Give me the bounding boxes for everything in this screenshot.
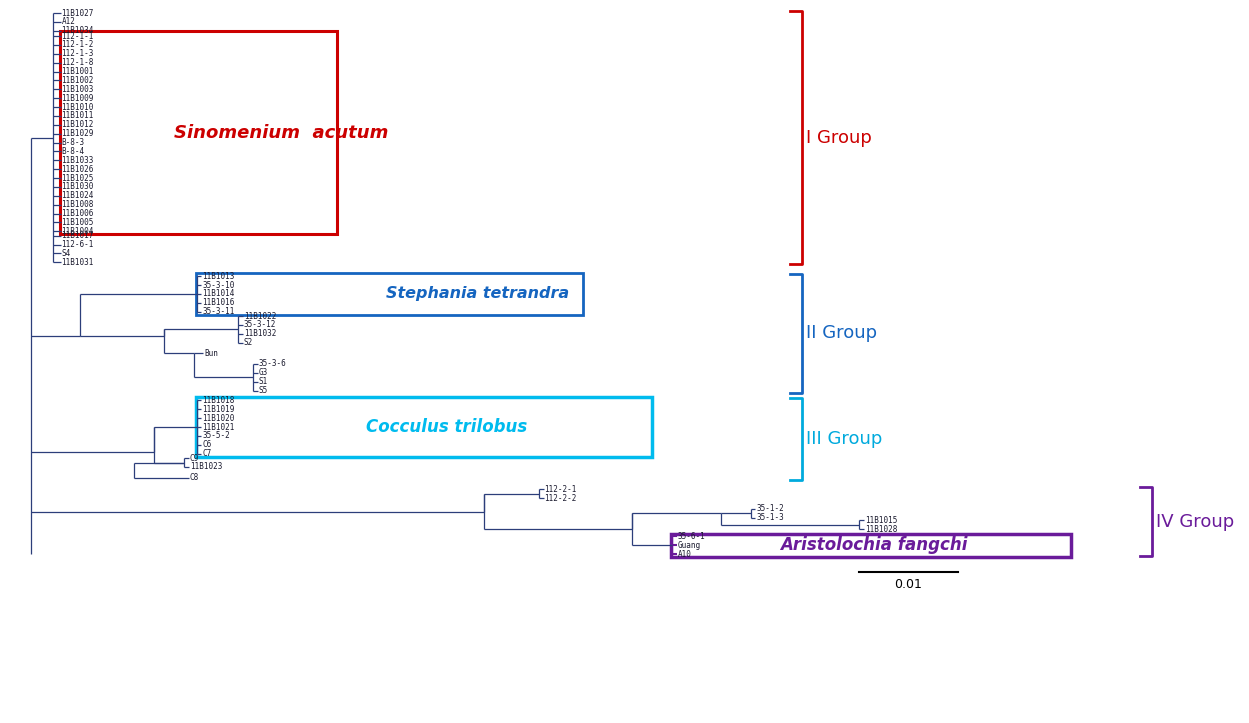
Text: Bun: Bun [205, 348, 219, 358]
Text: 112-2-1: 112-2-1 [545, 485, 577, 494]
Text: 11B1010: 11B1010 [61, 103, 94, 111]
Text: 11B1008: 11B1008 [61, 200, 94, 209]
Text: 11B1019: 11B1019 [202, 405, 235, 414]
Text: B-8-3: B-8-3 [61, 138, 85, 147]
Text: 11B1023: 11B1023 [190, 463, 222, 471]
Text: 11B1021: 11B1021 [202, 422, 235, 432]
Text: 11B1005: 11B1005 [61, 218, 94, 227]
Text: 11B1013: 11B1013 [202, 272, 235, 281]
Text: 35-5-2: 35-5-2 [202, 432, 230, 440]
Text: 11B1025: 11B1025 [61, 174, 94, 183]
Text: 112-1-3: 112-1-3 [61, 49, 94, 59]
Text: 11B1017: 11B1017 [61, 231, 94, 240]
Text: 11B1029: 11B1029 [61, 129, 94, 138]
Text: 35-6-1: 35-6-1 [678, 532, 706, 541]
Text: 11B1031: 11B1031 [61, 258, 94, 267]
Text: 11B1016: 11B1016 [202, 299, 235, 307]
Text: Stephania tetrandra: Stephania tetrandra [386, 286, 570, 301]
Text: C9: C9 [190, 453, 199, 463]
Text: S4: S4 [61, 249, 71, 258]
Text: 11B1033: 11B1033 [61, 156, 94, 165]
Text: Aristolochia fangchi: Aristolochia fangchi [781, 536, 968, 555]
Text: 11B1012: 11B1012 [61, 120, 94, 129]
Text: 35-1-2: 35-1-2 [757, 505, 784, 513]
Text: 11B1022: 11B1022 [244, 312, 276, 320]
Text: 11B1011: 11B1011 [61, 111, 94, 121]
Text: 112-1-1: 112-1-1 [61, 32, 94, 40]
Text: 112-1-8: 112-1-8 [61, 59, 94, 67]
Text: 11B1003: 11B1003 [61, 85, 94, 94]
Text: C7: C7 [202, 449, 212, 458]
Text: 11B1009: 11B1009 [61, 94, 94, 103]
Text: 11B1002: 11B1002 [61, 76, 94, 85]
Text: 11B1034: 11B1034 [61, 26, 94, 35]
Text: 112-2-2: 112-2-2 [545, 494, 577, 502]
Text: 11B1026: 11B1026 [61, 165, 94, 174]
Text: B-8-4: B-8-4 [61, 147, 85, 156]
Text: III Group: III Group [806, 430, 882, 448]
Text: 11B1032: 11B1032 [244, 329, 276, 338]
Text: 112-1-2: 112-1-2 [61, 40, 94, 49]
Text: G3: G3 [259, 368, 267, 377]
Text: 11B1006: 11B1006 [61, 209, 94, 218]
Text: II Group: II Group [806, 325, 877, 343]
Text: A10: A10 [678, 549, 692, 559]
Text: 35-3-11: 35-3-11 [202, 307, 235, 316]
Text: 11B1028: 11B1028 [864, 525, 897, 534]
Text: 112-6-1: 112-6-1 [61, 240, 94, 249]
Text: Cocculus trilobus: Cocculus trilobus [366, 418, 527, 436]
Text: S1: S1 [259, 377, 267, 386]
Text: 35-1-3: 35-1-3 [757, 513, 784, 522]
Text: 11B1001: 11B1001 [61, 67, 94, 76]
Text: 11B1004: 11B1004 [61, 227, 94, 236]
Text: 35-3-6: 35-3-6 [259, 359, 286, 369]
Text: S5: S5 [259, 386, 267, 395]
Text: Sinomenium  acutum: Sinomenium acutum [174, 124, 388, 142]
Text: A12: A12 [61, 17, 75, 27]
Text: S2: S2 [244, 338, 254, 347]
Text: 11B1024: 11B1024 [61, 192, 94, 200]
Text: I Group: I Group [806, 129, 872, 147]
Text: 11B1020: 11B1020 [202, 414, 235, 423]
Text: 11B1018: 11B1018 [202, 396, 235, 405]
Text: C8: C8 [190, 473, 199, 482]
Text: 35-3-12: 35-3-12 [244, 320, 276, 330]
Text: 35-3-10: 35-3-10 [202, 281, 235, 289]
Text: 11B1014: 11B1014 [202, 289, 235, 299]
Text: 11B1027: 11B1027 [61, 9, 94, 17]
Text: Guang: Guang [678, 541, 701, 549]
Text: 11B1015: 11B1015 [864, 516, 897, 525]
Text: C6: C6 [202, 440, 212, 449]
Text: 0.01: 0.01 [894, 578, 922, 591]
Text: IV Group: IV Group [1155, 513, 1234, 531]
Text: 11B1030: 11B1030 [61, 182, 94, 192]
